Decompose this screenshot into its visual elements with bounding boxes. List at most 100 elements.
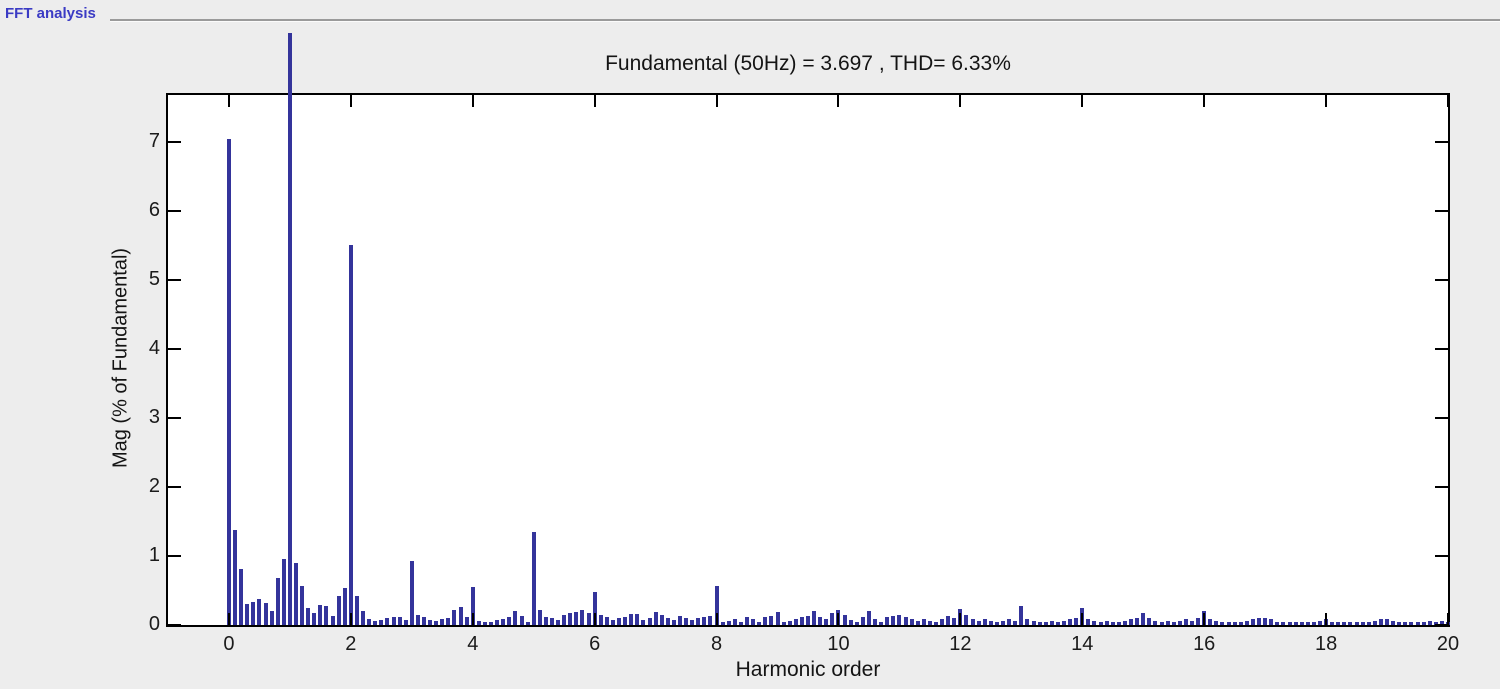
bar	[397, 616, 402, 625]
bar	[866, 610, 871, 625]
bar	[665, 618, 670, 625]
x-tick-bottom	[1447, 613, 1449, 625]
bar	[885, 617, 890, 625]
bar	[556, 620, 561, 625]
x-tick-top	[1081, 95, 1084, 107]
bar	[422, 617, 426, 625]
y-tick-right	[1435, 554, 1448, 557]
bar	[1007, 619, 1012, 625]
bar	[226, 139, 231, 625]
bar	[1031, 620, 1036, 625]
bar	[281, 559, 286, 625]
bar	[763, 617, 768, 625]
bar	[1220, 621, 1225, 625]
bar	[1147, 618, 1152, 625]
bar	[1232, 621, 1237, 625]
bar	[574, 611, 579, 625]
bar	[1269, 619, 1274, 625]
bar	[543, 616, 548, 625]
x-tick-top	[227, 95, 230, 107]
bar	[513, 611, 518, 625]
bar	[903, 617, 908, 625]
bar	[1183, 619, 1188, 625]
x-tick-bottom	[471, 613, 474, 625]
bar	[940, 619, 945, 625]
bar	[787, 620, 792, 625]
chart-title: Fundamental (50Hz) = 3.697 , THD= 6.33%	[605, 52, 1011, 75]
bar	[1019, 605, 1024, 625]
bar	[635, 613, 640, 625]
bar	[604, 616, 609, 625]
bar	[641, 620, 646, 625]
bar	[257, 598, 262, 625]
y-tick-label: 1	[148, 543, 160, 566]
y-tick-right	[1435, 140, 1448, 143]
bar	[927, 620, 932, 625]
bar	[1391, 620, 1396, 625]
bar	[403, 620, 408, 625]
bar	[806, 616, 810, 625]
bar	[312, 612, 317, 625]
bar	[994, 621, 999, 625]
x-tick-bottom	[1325, 613, 1328, 625]
bar	[1177, 620, 1182, 625]
bar	[1354, 621, 1359, 625]
bar	[830, 613, 835, 625]
y-tick-left	[168, 347, 181, 350]
x-tick-bottom	[1081, 613, 1084, 625]
bar	[361, 610, 366, 625]
bar	[409, 560, 414, 625]
x-tick-label: 18	[1314, 633, 1338, 655]
x-tick-top	[1203, 95, 1206, 107]
y-tick-left	[168, 278, 181, 281]
bar	[1348, 622, 1353, 625]
bar	[629, 613, 634, 625]
x-tick-top	[1325, 95, 1328, 107]
bar	[1287, 621, 1292, 625]
bar	[976, 620, 981, 625]
x-tick-label: 2	[345, 633, 357, 655]
bar	[921, 619, 926, 625]
bar	[550, 618, 554, 625]
bar	[720, 621, 725, 625]
bar	[726, 620, 731, 625]
bar	[653, 611, 658, 625]
bar	[482, 622, 487, 625]
y-tick-label: 2	[148, 474, 160, 497]
bar	[678, 616, 682, 625]
bar	[592, 591, 597, 625]
bar	[476, 620, 481, 625]
bar	[1409, 621, 1414, 625]
bar	[751, 619, 756, 625]
x-tick-label: 14	[1071, 633, 1094, 655]
bar	[1074, 618, 1079, 625]
bar	[562, 615, 567, 625]
x-tick-bottom	[227, 613, 230, 625]
bar	[1001, 620, 1006, 625]
bar	[446, 618, 451, 625]
y-tick-label: 4	[148, 336, 160, 359]
bar	[415, 614, 420, 625]
bar	[915, 620, 920, 625]
y-tick-right	[1435, 485, 1448, 488]
bar	[1427, 620, 1432, 625]
bar	[793, 619, 798, 625]
bar	[385, 618, 390, 625]
bar	[623, 616, 628, 625]
bar	[702, 617, 707, 625]
bar	[1421, 621, 1426, 625]
y-tick-right	[1435, 624, 1448, 626]
bar	[1129, 619, 1134, 625]
bar	[1226, 622, 1231, 625]
bar	[1415, 622, 1420, 625]
x-tick-label: 4	[467, 633, 479, 655]
bar	[1062, 620, 1066, 625]
bar	[1110, 621, 1115, 625]
bar	[1165, 620, 1170, 625]
x-tick-label: 10	[827, 633, 850, 655]
bar	[1318, 620, 1322, 625]
bar	[373, 620, 378, 625]
bar	[879, 621, 884, 625]
bar	[1281, 622, 1286, 625]
bar	[1360, 622, 1365, 625]
